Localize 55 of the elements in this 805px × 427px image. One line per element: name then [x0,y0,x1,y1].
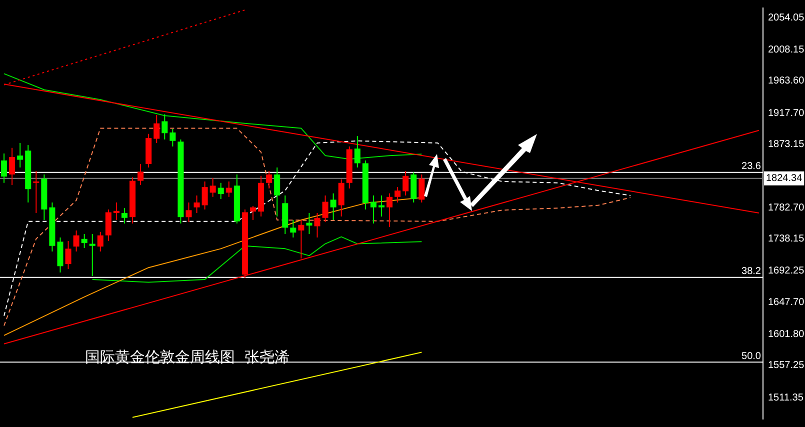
candlestick [370,194,376,224]
y-tick-label: 1601.80 [768,328,805,340]
y-tick-label: 1782.70 [768,202,805,214]
y-tick-label: 1511.35 [768,392,804,404]
candlestick [386,192,393,228]
annotation: 50.0 [742,350,762,362]
candlestick [162,114,168,140]
annotation: 23.6 [742,161,762,172]
y-tick-label: 1647.70 [768,296,805,308]
ref-line-label: 1824.34 [766,173,803,184]
candlestick [394,186,401,203]
y-tick-label: 1692.25 [768,266,805,277]
candlestick [81,233,88,248]
candlestick [226,180,232,198]
y-tick-label: 1873.15 [768,139,805,150]
candlestick [194,194,200,214]
y-tick-label: 1738.15 [768,234,805,245]
candlestick [113,202,120,220]
candlestick [105,208,112,242]
candlestick [154,114,160,144]
candlestick [89,233,96,276]
candlestick [9,147,16,186]
candlestick [17,142,24,168]
y-tick-label: 1557.25 [768,360,805,372]
candlestick [218,182,224,200]
candlestick [290,219,296,238]
candlestick [138,163,144,186]
candlestick [354,135,360,168]
candlestick [121,208,128,224]
candlestick [274,166,280,217]
candlestick [306,212,312,234]
y-tick-label: 1917.70 [768,108,805,119]
candlestick [298,219,304,259]
candlestick [186,202,192,223]
candlestick [210,177,216,198]
candlestick [418,174,425,203]
candlestick [73,230,80,252]
candlestick [1,152,8,184]
candlestick [322,194,328,223]
candlestick [250,205,256,220]
candlestick [202,180,208,210]
y-tick-label: 2008.15 [768,44,805,56]
candlestick [266,170,272,189]
candlestick [170,128,176,147]
candlestick [338,178,344,217]
candlestick [65,240,72,270]
annotation: 38.2 [742,266,762,278]
candlestick [314,212,320,238]
candlestick [378,194,385,217]
y-tick-label: 1963.60 [768,76,805,87]
y-tick-label: 2054.05 [768,12,805,24]
candlestick [402,170,409,196]
candlestick [33,170,40,214]
candlestick [97,231,104,252]
candlestick [330,192,336,220]
